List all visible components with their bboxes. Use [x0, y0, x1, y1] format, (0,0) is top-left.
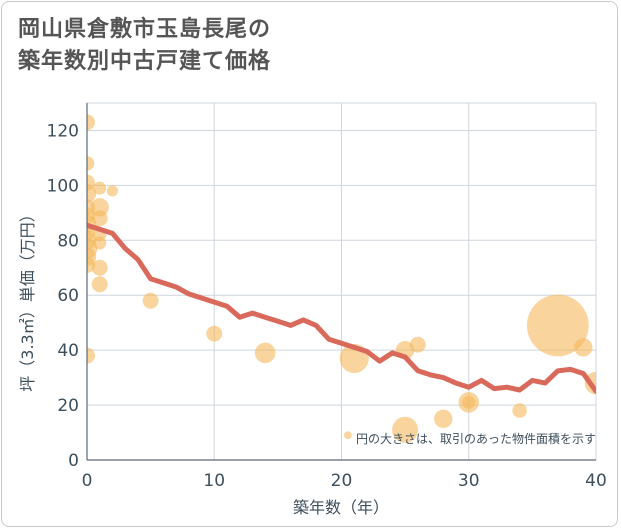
x-tick-label-4: 40 [585, 471, 607, 491]
y-tick-label-5: 100 [47, 176, 79, 196]
bubble-point-17 [93, 236, 107, 250]
bubble-point-24 [344, 431, 352, 440]
bubble-point-22 [206, 325, 223, 342]
bubble-point-29 [434, 409, 453, 429]
trend-line-series [87, 222, 596, 394]
bubble-point-33 [526, 294, 589, 357]
bubble-point-15 [91, 210, 108, 227]
bubble-point-13 [93, 181, 107, 195]
y-tick-label-4: 80 [57, 231, 79, 251]
bubble-point-1 [87, 156, 95, 171]
bubble-point-18 [91, 259, 108, 276]
y-axis-label: 坪（3.3㎡）単価（万円） [18, 206, 37, 391]
bubble-point-27 [392, 416, 419, 443]
y-tick-label-3: 60 [57, 286, 79, 306]
bubble-point-21 [142, 292, 159, 309]
bubble-point-12 [87, 347, 95, 364]
bubble-point-19 [91, 276, 108, 293]
x-tick-label-0: 0 [82, 471, 93, 491]
bubble-point-32 [512, 403, 527, 418]
bubble-size-note: 円の大きさは、取引のあった物件面積を示す [356, 431, 596, 446]
chart-title: 岡山県倉敷市玉島長尾の 築年数別中古戸建て価格 [18, 14, 578, 78]
y-tick-label-2: 40 [57, 341, 79, 361]
chart-title-line-1: 岡山県倉敷市玉島長尾の [18, 17, 272, 42]
bubble-point-28 [409, 336, 426, 353]
y-tick-labels: 0 20 40 60 80 100 120 [47, 121, 79, 471]
bubble-point-31 [462, 395, 476, 409]
x-tick-labels: 0 10 20 30 40 [82, 471, 607, 491]
average-price-line [87, 222, 596, 394]
x-axis-label: 築年数（年） [293, 498, 389, 517]
bubble-point-20 [106, 185, 119, 197]
y-tick-label-1: 20 [57, 396, 79, 416]
x-tick-label-3: 30 [458, 471, 480, 491]
bubble-point-23 [254, 342, 276, 364]
y-tick-label-6: 120 [47, 121, 79, 141]
x-tick-label-1: 10 [203, 471, 225, 491]
chart-title-line-2: 築年数別中古戸建て価格 [18, 49, 272, 74]
x-tick-label-2: 20 [331, 471, 353, 491]
y-tick-label-0: 0 [68, 451, 79, 471]
bubble-point-34 [574, 338, 593, 357]
bubble-point-0 [87, 114, 95, 131]
